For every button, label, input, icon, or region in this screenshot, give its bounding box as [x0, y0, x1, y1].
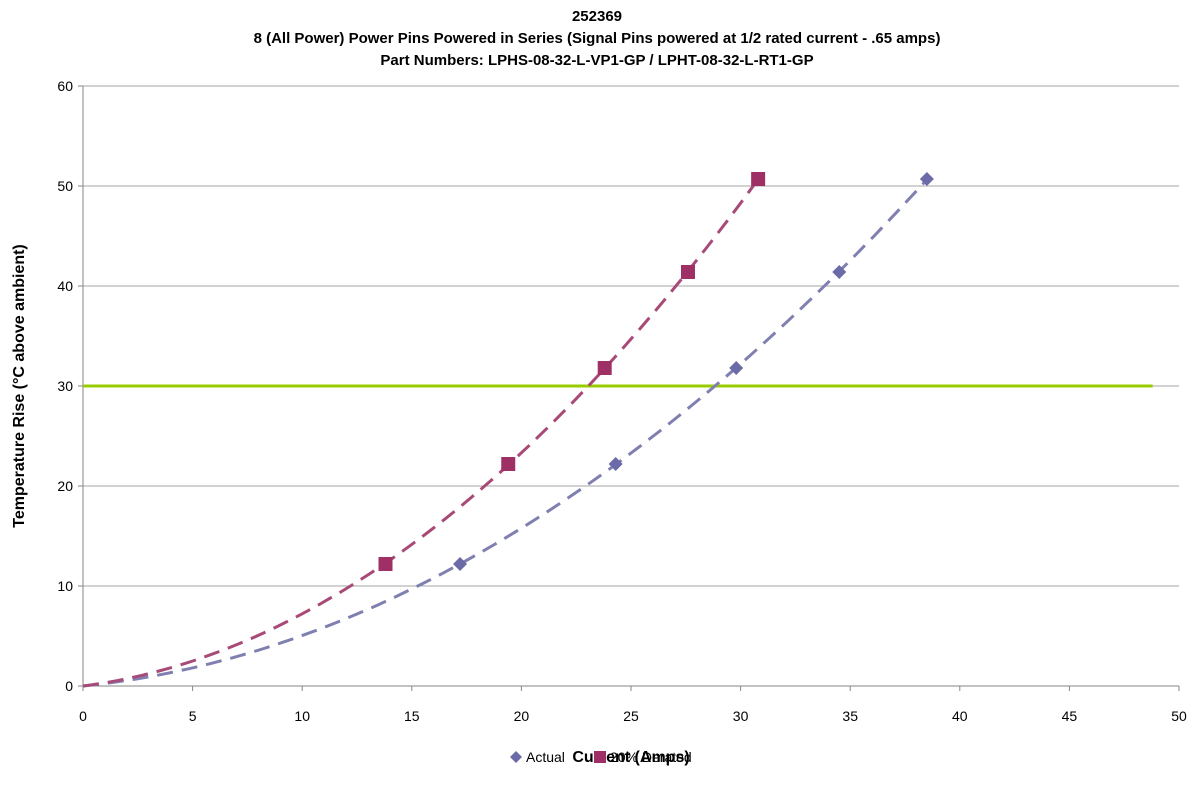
trendline-actual: [82, 178, 929, 688]
x-tick-label: 40: [952, 708, 968, 724]
legend-label: Actual: [526, 749, 565, 765]
legend-label: 20% Derated: [610, 749, 692, 765]
data-point-derated: [597, 361, 612, 375]
legend-marker-actual: [510, 751, 522, 763]
trendline-20-derated: [82, 178, 760, 688]
trendlines: [82, 178, 929, 688]
axes: [78, 85, 1180, 691]
x-tick-label: 10: [294, 708, 310, 724]
data-markers: [378, 172, 934, 571]
chart-title-line-3: Part Numbers: LPHS-08-32-L-VP1-GP / LPHT…: [380, 52, 813, 69]
y-axis-title: Temperature Rise (°C above ambient): [11, 244, 28, 528]
data-point-actual: [453, 557, 468, 571]
data-point-derated: [501, 457, 516, 471]
legend-marker-derated: [594, 751, 606, 763]
data-point-derated: [378, 557, 393, 571]
data-point-derated: [680, 265, 695, 279]
y-tick-label: 40: [57, 278, 73, 294]
data-point-actual: [919, 172, 934, 186]
chart-title-line-2: 8 (All Power) Power Pins Powered in Seri…: [254, 30, 941, 47]
y-tick-label: 0: [65, 678, 73, 694]
y-tick-label: 60: [57, 78, 73, 94]
y-tick-label: 10: [57, 578, 73, 594]
y-tick-label: 50: [57, 178, 73, 194]
x-tick-label: 45: [1062, 708, 1078, 724]
y-tick-label: 20: [57, 478, 73, 494]
x-tick-label: 25: [623, 708, 639, 724]
data-point-actual: [608, 457, 623, 471]
legend: Actual 20% Derated: [510, 749, 692, 765]
x-tick-label: 5: [189, 708, 197, 724]
x-tick-label: 35: [842, 708, 858, 724]
chart-title: 252369 8 (All Power) Power Pins Powered …: [254, 8, 941, 69]
x-tick-label: 30: [733, 708, 749, 724]
data-point-actual: [729, 361, 744, 375]
tick-labels: 0 10 20 30 40 50 60 0 5 10 15 20 25 30 35 40 45 50: [57, 78, 1187, 724]
chart-title-line-1: 252369: [572, 8, 622, 25]
x-tick-label: 20: [514, 708, 530, 724]
x-tick-label: 0: [79, 708, 87, 724]
y-tick-label: 30: [57, 378, 73, 394]
x-tick-label: 50: [1171, 708, 1187, 724]
data-point-derated: [751, 172, 766, 186]
gridlines: [83, 85, 1179, 587]
x-tick-label: 15: [404, 708, 420, 724]
data-point-actual: [832, 265, 847, 279]
